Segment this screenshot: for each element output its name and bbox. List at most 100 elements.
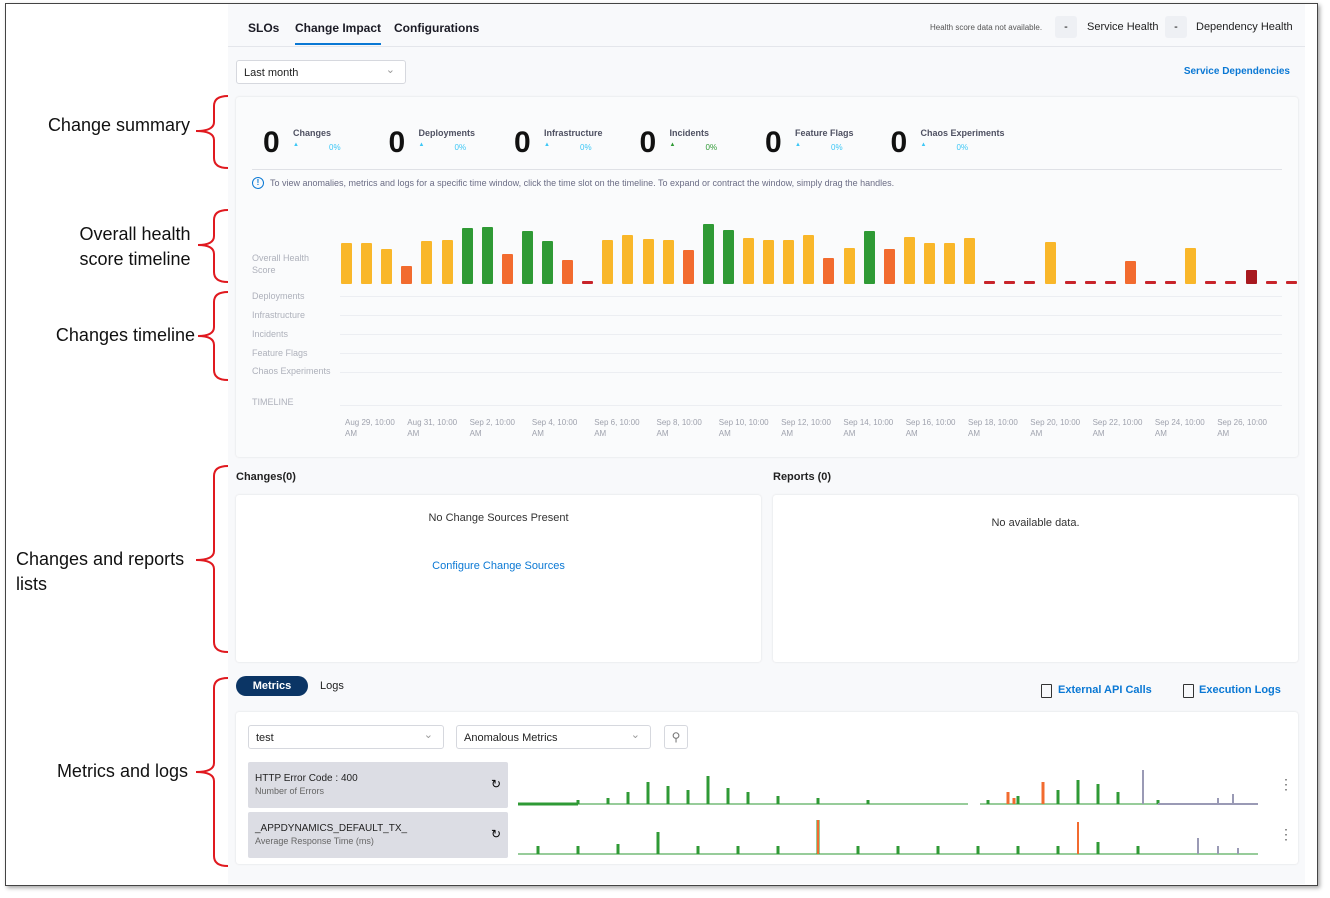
health-badge: - bbox=[1165, 16, 1187, 38]
empty-text: No Change Sources Present bbox=[428, 512, 569, 524]
summary-change: 0% bbox=[580, 143, 592, 152]
row-label: Deployments bbox=[252, 291, 305, 301]
x-tick-label: Sep 10, 10:00 AM bbox=[718, 418, 769, 438]
service-dependencies-link[interactable]: Service Dependencies bbox=[1183, 66, 1290, 77]
health-bar[interactable] bbox=[1124, 261, 1136, 284]
health-bar[interactable] bbox=[481, 226, 493, 284]
health-bar[interactable] bbox=[1245, 269, 1257, 284]
doc-icon bbox=[1183, 684, 1194, 698]
metric-type-dropdown[interactable]: Anomalous Metrics bbox=[456, 725, 651, 749]
divider bbox=[252, 169, 1282, 170]
tab[interactable]: Change Impact bbox=[295, 21, 382, 35]
health-bar[interactable] bbox=[984, 280, 996, 284]
health-bar[interactable] bbox=[743, 238, 754, 284]
health-bar[interactable] bbox=[341, 243, 352, 284]
health-bar[interactable] bbox=[662, 239, 674, 284]
annotation: Overall health score timeline bbox=[79, 224, 191, 269]
trend-icon: ▲ bbox=[669, 142, 676, 148]
panel-title: Reports (0) bbox=[773, 471, 832, 483]
health-bar[interactable] bbox=[783, 239, 795, 284]
x-tick-label: Sep 18, 10:00 AM bbox=[968, 418, 1018, 438]
health-bar[interactable] bbox=[1265, 280, 1277, 284]
x-tick-label: Aug 31, 10:00 AM bbox=[407, 418, 458, 438]
tab[interactable]: SLOs bbox=[248, 21, 280, 35]
health-bar[interactable] bbox=[622, 235, 634, 284]
health-bar[interactable] bbox=[964, 238, 976, 284]
health-bar[interactable] bbox=[944, 243, 955, 284]
health-bar[interactable] bbox=[461, 228, 473, 284]
health-bar[interactable] bbox=[843, 248, 855, 284]
health-bar[interactable] bbox=[441, 239, 453, 284]
kebab-menu[interactable]: ⋮ bbox=[1279, 776, 1293, 792]
health-label: Service Health bbox=[1087, 21, 1159, 33]
summary-count: 0 bbox=[639, 126, 657, 159]
x-tick-label: Sep 4, 10:00 AM bbox=[531, 418, 578, 438]
sparkline bbox=[1197, 838, 1239, 854]
health-bar[interactable] bbox=[823, 257, 835, 284]
info-icon: ! bbox=[252, 177, 264, 189]
summary-change: 0% bbox=[329, 143, 341, 152]
health-bar[interactable] bbox=[381, 249, 393, 284]
health-bar[interactable] bbox=[401, 266, 413, 284]
health-bar[interactable] bbox=[1145, 280, 1156, 284]
health-bar[interactable] bbox=[863, 231, 875, 284]
annotation-brackets bbox=[195, 95, 229, 867]
health-bar[interactable] bbox=[1064, 280, 1076, 284]
health-bar[interactable] bbox=[1104, 280, 1116, 284]
summary-label: Feature Flags bbox=[795, 128, 854, 138]
health-bar[interactable] bbox=[421, 241, 433, 284]
time-range-dropdown[interactable]: Last month bbox=[236, 60, 406, 84]
health-bar[interactable] bbox=[883, 249, 895, 284]
row-line bbox=[340, 334, 1282, 335]
health-bar[interactable] bbox=[803, 235, 815, 284]
metrics-tab[interactable]: Metrics bbox=[236, 676, 308, 696]
health-bar[interactable] bbox=[1185, 248, 1197, 284]
x-tick-label: Sep 8, 10:00 AM bbox=[656, 418, 702, 438]
health-bar[interactable] bbox=[1165, 280, 1177, 284]
health-bar[interactable] bbox=[542, 241, 553, 284]
row-label: Overall Health Score bbox=[252, 253, 310, 275]
bracket bbox=[195, 677, 229, 867]
health-bar[interactable] bbox=[1084, 280, 1096, 284]
health-bar[interactable] bbox=[501, 254, 513, 284]
tab[interactable]: Configurations bbox=[394, 21, 480, 35]
health-bar[interactable] bbox=[1285, 280, 1297, 284]
health-bar[interactable] bbox=[702, 223, 714, 284]
kebab-menu[interactable]: ⋮ bbox=[1279, 826, 1293, 842]
execution-logs-link[interactable]: Execution Logs bbox=[1199, 684, 1281, 696]
health-bar[interactable] bbox=[682, 249, 694, 284]
search-button[interactable]: ⚲ bbox=[664, 725, 688, 749]
logs-tab[interactable]: Logs bbox=[320, 680, 344, 692]
x-tick-label: Sep 6, 10:00 AM bbox=[594, 418, 640, 438]
sparklines bbox=[518, 770, 1258, 855]
health-bar[interactable] bbox=[361, 243, 373, 284]
health-bar[interactable] bbox=[722, 230, 734, 284]
health-bar[interactable] bbox=[642, 238, 654, 284]
row-label: Incidents bbox=[252, 329, 289, 339]
filter-dropdown[interactable]: test bbox=[248, 725, 444, 749]
health-bar[interactable] bbox=[1205, 280, 1217, 284]
health-bar[interactable] bbox=[562, 259, 574, 284]
health-bar[interactable] bbox=[903, 236, 915, 284]
row-label: Infrastructure bbox=[252, 310, 306, 320]
reports-card bbox=[773, 495, 1298, 662]
metric-row bbox=[248, 812, 508, 858]
external-api-link[interactable]: External API Calls bbox=[1058, 684, 1152, 696]
health-bar[interactable] bbox=[521, 231, 533, 284]
health-bar[interactable] bbox=[602, 239, 614, 284]
row-label: Chaos Experiments bbox=[252, 366, 331, 376]
health-bar[interactable] bbox=[1044, 241, 1056, 284]
health-bar[interactable] bbox=[582, 280, 594, 284]
row-line bbox=[340, 353, 1282, 354]
row-label: Feature Flags bbox=[252, 348, 308, 358]
health-bar[interactable] bbox=[1004, 280, 1016, 284]
health-badge: - bbox=[1055, 16, 1077, 38]
health-bar[interactable] bbox=[1225, 280, 1237, 284]
health-bar[interactable] bbox=[1024, 280, 1036, 284]
configure-link[interactable]: Configure Change Sources bbox=[432, 560, 565, 572]
x-tick-label: Sep 22, 10:00 AM bbox=[1092, 418, 1143, 438]
summary-count: 0 bbox=[388, 126, 406, 159]
health-bar[interactable] bbox=[923, 243, 935, 284]
health-bar[interactable] bbox=[763, 239, 775, 284]
